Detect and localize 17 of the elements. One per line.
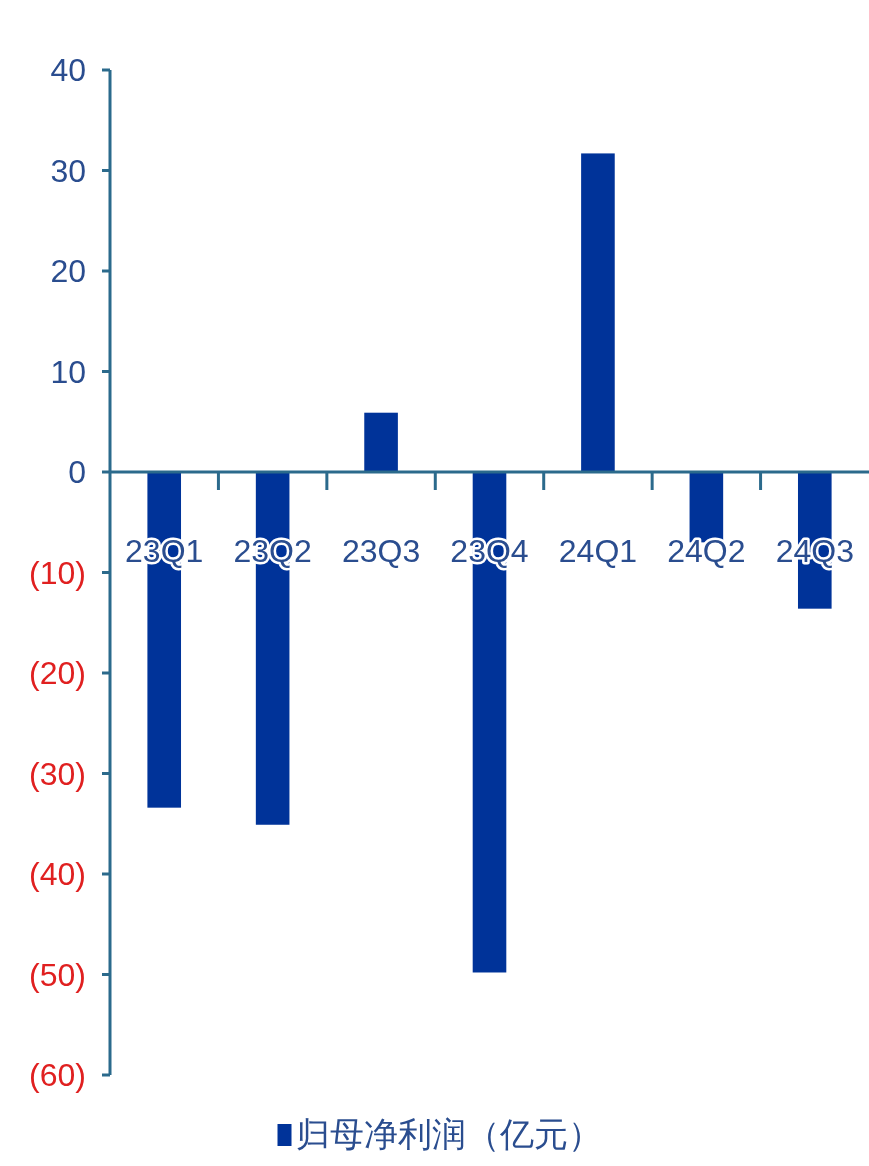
y-tick-label: 20: [50, 253, 86, 289]
x-tick-label: 24Q1: [558, 533, 638, 569]
bar: [581, 153, 615, 472]
y-tick-label: (60): [29, 1057, 86, 1093]
y-tick-label: (20): [29, 655, 86, 691]
y-tick-label: 40: [50, 52, 86, 88]
legend-label: 归母净利润（亿元）: [295, 1115, 602, 1153]
bar: [364, 412, 398, 472]
y-tick-label: (10): [29, 554, 86, 591]
y-tick-label: (50): [29, 956, 86, 993]
y-tick-label: 10: [50, 353, 86, 390]
y-tick-label: (30): [29, 755, 86, 792]
x-tick-label: 23Q3: [341, 533, 421, 569]
y-tick-label: (40): [29, 856, 86, 892]
y-tick-label: 30: [50, 152, 86, 189]
y-tick-label: 0: [68, 454, 86, 490]
x-tick-label: 24Q2: [667, 533, 746, 569]
